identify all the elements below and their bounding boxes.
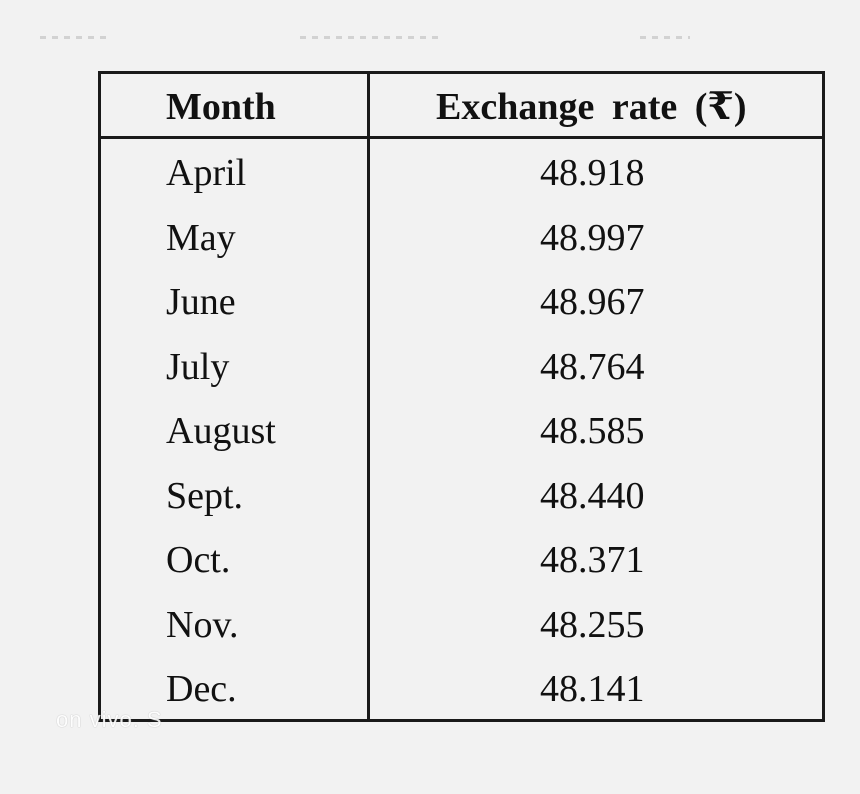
table-row: August 48.585	[0, 408, 860, 473]
month-cell: April	[166, 152, 247, 194]
month-cell: Sept.	[166, 474, 244, 517]
month-cell: Oct.	[166, 539, 231, 581]
month-cell: Dec.	[166, 668, 237, 710]
table-row: Nov. 48.255	[0, 602, 860, 667]
table-row: June 48.967	[0, 279, 860, 344]
rate-cell: 48.371	[540, 539, 645, 581]
table-row: July 48.764	[0, 344, 860, 409]
month-cell: May	[166, 216, 236, 259]
rate-cell: 48.967	[540, 281, 645, 323]
table-row: Sept. 48.440	[0, 473, 860, 538]
rate-cell: 48.255	[540, 603, 645, 646]
scan-artifact	[40, 36, 110, 39]
exchange-rate-table	[98, 71, 825, 722]
scan-artifact	[640, 36, 690, 39]
table-row: May 48.997	[0, 215, 860, 280]
month-cell: Nov.	[166, 603, 239, 646]
month-cell: July	[166, 345, 230, 388]
rate-cell: 48.764	[540, 345, 645, 388]
rate-cell: 48.997	[540, 216, 645, 259]
rate-cell: 48.440	[540, 474, 645, 517]
table-row: April 48.918	[0, 150, 860, 215]
scan-artifact	[300, 36, 440, 39]
camera-watermark: on vivo. S	[56, 707, 163, 732]
table-body: April 48.918 May 48.997 June 48.967 July…	[0, 150, 860, 731]
month-cell: June	[166, 281, 236, 323]
column-divider	[367, 71, 370, 722]
month-cell: August	[166, 410, 276, 452]
header-month: Month	[166, 86, 276, 128]
header-exchange-rate: Exchange rate (₹)	[436, 86, 747, 128]
rate-cell: 48.141	[540, 668, 645, 710]
table-row: Oct. 48.371	[0, 537, 860, 602]
rate-cell: 48.585	[540, 410, 645, 452]
header-divider	[98, 136, 825, 139]
table-row: Dec. 48.141	[0, 666, 860, 731]
rate-cell: 48.918	[540, 152, 645, 194]
